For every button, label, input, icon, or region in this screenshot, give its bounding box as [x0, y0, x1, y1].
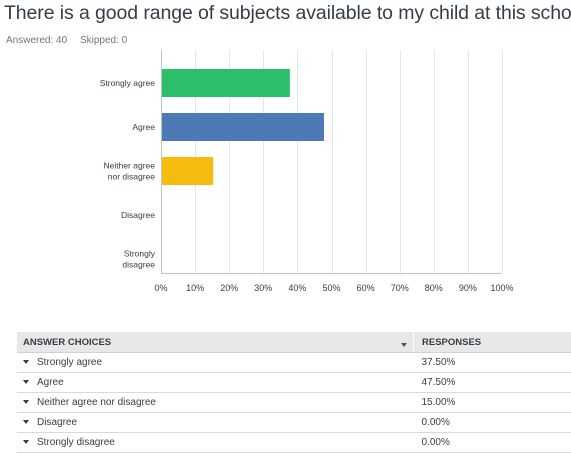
- question-title: There is a good range of subjects availa…: [4, 2, 571, 24]
- response-cell: 47.50%: [413, 372, 571, 393]
- answer-choice-label: Agree: [37, 377, 64, 388]
- response-cell: 0.00%: [413, 412, 571, 433]
- answer-choice-cell[interactable]: Disagree: [17, 412, 414, 433]
- responses-header: RESPONSES: [413, 332, 571, 353]
- category-label: Strongly agree: [100, 78, 156, 88]
- answer-choice-label: Strongly agree: [37, 357, 103, 368]
- answer-choices-header-label: ANSWER CHOICES: [23, 336, 112, 348]
- expand-caret-icon[interactable]: [23, 400, 29, 405]
- table-row: Disagree 0.00%: [17, 412, 571, 433]
- x-tick-label: 80%: [425, 283, 443, 293]
- answer-choice-label: Strongly disagree: [37, 437, 115, 448]
- table-row: Agree 47.50%: [17, 372, 571, 393]
- expand-caret-icon[interactable]: [23, 440, 29, 445]
- bar: [162, 113, 324, 141]
- answer-choice-label: Neither agree nor disagree: [37, 397, 156, 408]
- response-summary: Answered: 40 Skipped: 0: [6, 35, 127, 46]
- category-label: Agree: [132, 122, 155, 132]
- answer-choice-cell[interactable]: Agree: [17, 372, 414, 393]
- answer-choice-label: Disagree: [37, 417, 78, 428]
- sort-caret-icon[interactable]: [401, 342, 407, 347]
- x-tick-label: 100%: [490, 283, 513, 293]
- x-tick-label: 30%: [254, 283, 272, 293]
- answer-choice-cell[interactable]: Strongly disagree: [17, 432, 414, 453]
- response-cell: 15.00%: [413, 392, 571, 413]
- category-label: Strongly disagree: [122, 249, 155, 270]
- x-tick-label: 0%: [154, 283, 167, 293]
- table-row: Neither agree nor disagree 15.00%: [17, 392, 571, 413]
- x-tick-label: 60%: [357, 283, 375, 293]
- answer-choice-cell[interactable]: Strongly agree: [17, 352, 414, 373]
- answered-count: Answered: 40: [6, 35, 68, 46]
- x-tick-label: 90%: [459, 283, 477, 293]
- x-tick-label: 20%: [220, 283, 238, 293]
- category-label: Neither agree nor disagree: [103, 161, 155, 182]
- expand-caret-icon[interactable]: [23, 380, 29, 385]
- answer-table: ANSWER CHOICES RESPONSES Strongly agree …: [17, 332, 571, 453]
- skipped-count: Skipped: 0: [79, 35, 128, 46]
- bar-chart: 0% 10% 20% 30% 40% 50% 60% 70% 80% 90% 100% Strongl…: [100, 50, 514, 293]
- table-header-row: ANSWER CHOICES RESPONSES: [17, 332, 571, 353]
- answer-choices-header[interactable]: ANSWER CHOICES: [17, 332, 414, 353]
- expand-caret-icon[interactable]: [23, 420, 29, 425]
- x-tick-label: 40%: [288, 283, 306, 293]
- table-row: Strongly agree 37.50%: [17, 352, 571, 373]
- response-cell: 0.00%: [413, 432, 571, 453]
- expand-caret-icon[interactable]: [23, 360, 29, 365]
- bar: [162, 69, 290, 97]
- x-tick-label: 70%: [391, 283, 409, 293]
- response-cell: 37.50%: [413, 352, 571, 373]
- answer-choice-cell[interactable]: Neither agree nor disagree: [17, 392, 414, 413]
- table-row: Strongly disagree 0.00%: [17, 432, 571, 453]
- x-tick-label: 50%: [322, 283, 340, 293]
- category-label: Disagree: [121, 210, 155, 220]
- bar: [162, 157, 214, 185]
- x-tick-label: 10%: [186, 283, 204, 293]
